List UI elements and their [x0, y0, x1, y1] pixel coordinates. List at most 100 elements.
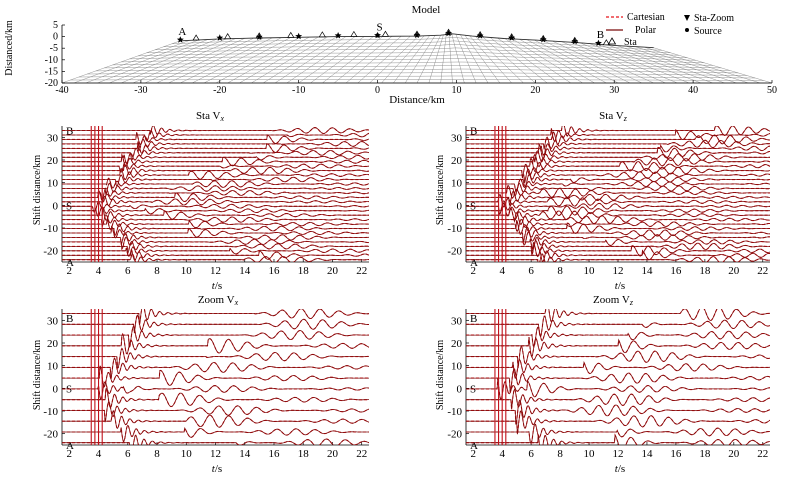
- sta-vz-trace-polar: [466, 191, 770, 206]
- station-marker: [381, 30, 390, 37]
- sta-vx-title-text: Sta V: [196, 110, 221, 122]
- zoom-vz-trace-cartesian: [466, 423, 770, 445]
- sta-vz-x-tick-label: 8: [557, 265, 563, 277]
- zoom-vx-y-tick-label: -20: [43, 429, 58, 441]
- sta-vz-marker-label: A: [470, 257, 478, 269]
- zoom-vz-trace-polar: [466, 378, 770, 401]
- model-mesh-col: [598, 44, 702, 84]
- zoom-vx-ylabel: Shift distance/km: [32, 340, 43, 410]
- model-mesh-col: [73, 40, 190, 84]
- zoom-vx-trace-polar: [62, 333, 369, 355]
- sta-vx-x-tick-label: 18: [298, 265, 310, 277]
- sta-vz-trace-polar: [466, 200, 770, 215]
- model-mesh-col: [428, 34, 444, 84]
- model-mesh-col: [607, 44, 713, 84]
- legend-cartesian-label: Cartesian: [627, 12, 665, 23]
- sta-vx-trace-polar: [62, 161, 369, 173]
- zoom-vx-title-sub: x: [234, 298, 239, 307]
- sta-zoom-marker: [413, 31, 421, 38]
- model-mesh-col: [381, 35, 425, 84]
- zoom-vx-trace-polar: [62, 309, 369, 326]
- model-mesh-col: [526, 39, 607, 84]
- zoom-vz-trace-cartesian: [466, 315, 770, 338]
- sta-vx-x-tick-label: 20: [327, 265, 339, 277]
- sta-vz-x-tick-label: 6: [528, 265, 534, 277]
- sta-vx-x-tick-label: 22: [356, 265, 367, 277]
- sta-vx-ylabel: Shift distance/km: [32, 155, 43, 225]
- sta-vx-trace-polar: [62, 189, 369, 203]
- model-mesh-col: [109, 38, 218, 84]
- sta-vx-x-tick-label: 12: [210, 265, 221, 277]
- model-mesh-col: [653, 47, 773, 84]
- sta-vx-y-tick-label: 30: [47, 132, 59, 144]
- sta-zoom-marker: [508, 34, 516, 41]
- sta-vz-trace-polar: [466, 150, 770, 163]
- sta-vz-ylabel: Shift distance/km: [435, 155, 446, 225]
- model-mesh-col: [543, 40, 631, 84]
- sta-vz-trace-polar: [466, 212, 770, 225]
- sta-vx-trace-polar: [62, 223, 369, 236]
- model-legend: Cartesian Polar Sta Sta-Zoom Source: [606, 12, 734, 48]
- zoom-vx-trace-polar: [62, 424, 369, 443]
- sta-vz-traces: [466, 126, 770, 262]
- sta-vx-trace-polar: [62, 225, 369, 239]
- model-mesh-col: [451, 33, 465, 84]
- zoom-vz-x-tick-label: 12: [613, 448, 624, 460]
- sta-vx-trace-polar: [62, 253, 369, 262]
- legend-polar-label: Polar: [635, 25, 657, 36]
- model-mesh-col: [310, 36, 374, 84]
- zoom-vx-y-tick-label: 0: [53, 383, 59, 395]
- sta-vx-trace-polar: [62, 249, 369, 261]
- model-title: Model: [412, 4, 441, 16]
- sta-vz-trace-polar: [466, 236, 770, 250]
- sta-vx-trace-polar: [62, 182, 369, 196]
- sta-vx-xlabel-unit: /s: [215, 280, 222, 292]
- sta-vx-trace-polar: [62, 201, 369, 213]
- sta-vz-title-sub: z: [623, 114, 628, 123]
- model-mesh: [61, 33, 773, 84]
- zoom-vx-x-tick-label: 22: [356, 448, 367, 460]
- model-mesh-col: [239, 36, 319, 84]
- sta-vz-trace-polar: [466, 220, 770, 235]
- zoom-vx-title-text: Zoom V: [198, 294, 235, 306]
- zoom-vx-y-tick-label: 10: [47, 361, 59, 373]
- model-x-tick-label: -40: [55, 85, 68, 96]
- zoom-vz-y-tick-label: 30: [451, 315, 463, 327]
- model-mesh-col: [416, 35, 441, 84]
- model-mesh-col: [61, 40, 181, 84]
- sta-vz-x-tick-label: 12: [613, 265, 624, 277]
- model-mesh-col: [203, 37, 291, 84]
- sta-vx-marker-label: B: [66, 126, 73, 138]
- model-panel: Model -40 -30 -20 -10 0 10 20 30 40 5050-5-10-15-…: [4, 4, 777, 106]
- model-mesh-row: [104, 65, 730, 71]
- zoom-vx-xlabel-unit: /s: [215, 463, 222, 475]
- zoom-vx-x-tick-label: 6: [125, 448, 131, 460]
- model-y-tick-label: -20: [45, 78, 58, 89]
- station-marker: [602, 39, 610, 46]
- sta-vx-x-tick-label: 2: [67, 265, 73, 277]
- model-x-tick-label: 50: [767, 85, 777, 96]
- sta-vz-y-tick-label: 30: [451, 132, 463, 144]
- sta-vz-trace-polar: [466, 185, 770, 199]
- model-y-tick-label: -10: [45, 55, 58, 66]
- sta-vz-trace-polar: [466, 143, 770, 156]
- model-mesh-col: [616, 45, 725, 84]
- model-mesh-col: [455, 34, 477, 84]
- sta-vx-trace-cartesian: [62, 132, 369, 146]
- sta-vz-trace-polar: [466, 249, 770, 262]
- model-mesh-col: [97, 39, 209, 84]
- zoom-vz-x-tick-label: 14: [641, 448, 653, 460]
- sta-vx-trace-polar: [62, 153, 369, 168]
- model-mesh-col: [404, 35, 436, 84]
- sta-vz-trace-polar: [466, 174, 770, 187]
- sta-vx-trace-polar: [62, 214, 369, 227]
- zoom-vx-trace-cartesian: [62, 365, 369, 388]
- sta-zoom-marker: [571, 37, 579, 45]
- model-mesh-col: [519, 39, 595, 84]
- sta-zoom-marker: [595, 39, 602, 47]
- station-marker: [224, 33, 232, 40]
- model-mesh-col: [504, 38, 571, 84]
- model-mesh-col: [144, 38, 245, 84]
- sta-vx-trace-polar: [62, 177, 369, 189]
